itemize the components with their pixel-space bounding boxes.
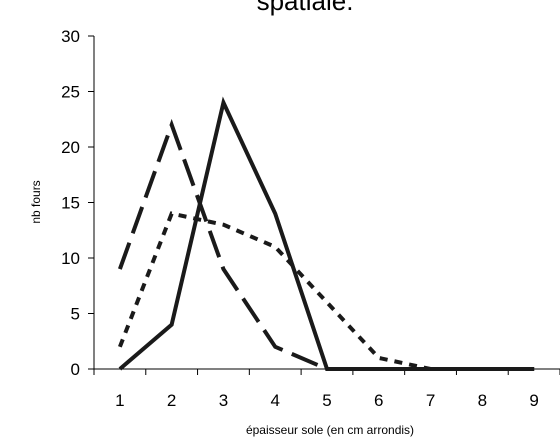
series-line-dotted — [118, 211, 535, 371]
series-line-long-dash — [118, 118, 535, 371]
x-tick-label: 7 — [426, 391, 435, 410]
chart-title: spatiale. — [257, 0, 354, 16]
x-tick-label: 3 — [219, 391, 228, 410]
x-tick-label: 8 — [478, 391, 487, 410]
x-tick-label: 4 — [270, 391, 279, 410]
series-group — [118, 96, 535, 371]
y-tick-label: 25 — [61, 83, 80, 102]
x-tick-label: 2 — [167, 391, 176, 410]
x-tick-label: 6 — [374, 391, 383, 410]
y-tick-label: 5 — [71, 305, 80, 324]
y-tick-label: 20 — [61, 138, 80, 157]
x-axis: 1 2 3 4 5 6 7 8 9 — [93, 368, 560, 410]
x-tick-label: 5 — [322, 391, 331, 410]
x-tick-label: 1 — [115, 391, 124, 410]
y-tick-label: 30 — [61, 27, 80, 46]
x-tick-label: 9 — [529, 391, 538, 410]
y-tick-label: 15 — [61, 194, 80, 213]
y-axis: 0 5 10 15 20 25 30 — [61, 27, 95, 379]
y-tick-label: 0 — [71, 360, 80, 379]
y-tick-label: 10 — [61, 249, 80, 268]
series-line-solid — [118, 96, 535, 371]
x-axis-title: épaisseur sole (en cm arrondis) — [246, 423, 414, 437]
y-axis-title: nb fours — [29, 180, 43, 223]
